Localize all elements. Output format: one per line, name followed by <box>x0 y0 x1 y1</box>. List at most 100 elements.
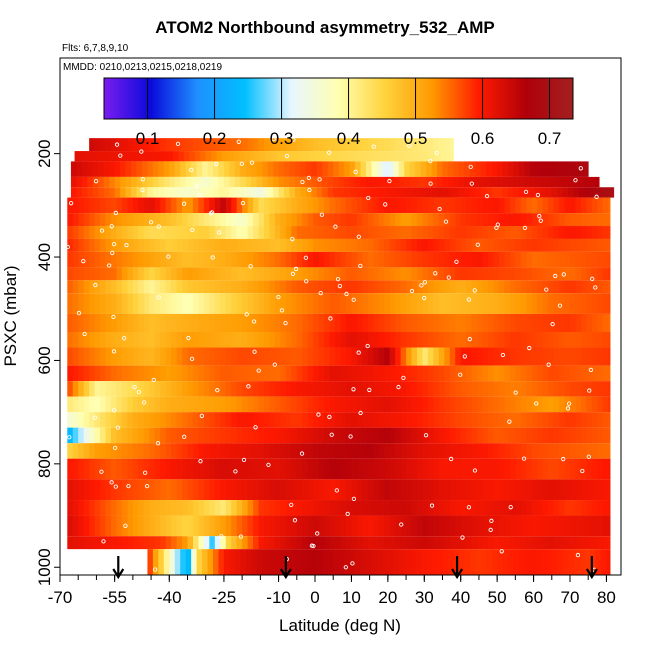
heatmap-cell <box>586 267 593 281</box>
heatmap-cell <box>515 412 522 428</box>
heatmap-cell <box>171 332 177 348</box>
heatmap-cell <box>214 267 221 281</box>
heatmap-cell <box>590 187 596 198</box>
heatmap-cell <box>345 412 352 428</box>
heatmap-cell <box>575 381 582 397</box>
heatmap-cell <box>460 500 467 516</box>
heatmap-cell <box>214 515 221 537</box>
heatmap-cell <box>100 197 106 214</box>
heatmap-cell <box>214 293 221 314</box>
heatmap-cell <box>160 238 167 252</box>
heatmap-cell <box>568 549 575 575</box>
heatmap-cell <box>192 267 199 281</box>
x-axis-label: Latitude (deg N) <box>279 616 401 635</box>
sample-dot <box>513 390 518 395</box>
heatmap-cell <box>340 332 347 348</box>
heatmap-cell <box>242 396 249 413</box>
heatmap-cell <box>438 347 445 366</box>
heatmap-cell <box>417 500 423 516</box>
heatmap-cell <box>280 427 287 444</box>
heatmap-cell <box>389 427 396 444</box>
heatmap-cell <box>608 365 611 382</box>
heatmap-cell <box>395 347 402 366</box>
heatmap-cell <box>427 226 434 239</box>
heatmap-cell <box>100 458 106 480</box>
heatmap-cell <box>362 213 369 227</box>
heatmap-cell <box>192 412 199 428</box>
heatmap-cell <box>557 176 564 188</box>
heatmap-cell <box>480 176 487 188</box>
heatmap-cell <box>531 412 538 428</box>
sample-dot <box>537 213 542 219</box>
heatmap-cell <box>280 267 287 281</box>
heatmap-cell <box>389 197 396 214</box>
heatmap-cell <box>477 347 483 366</box>
heatmap-cell <box>105 332 112 348</box>
heatmap-cell <box>608 381 611 397</box>
heatmap-cell <box>138 313 145 333</box>
heatmap-cell <box>89 280 96 294</box>
heatmap-cell <box>444 536 451 550</box>
heatmap-cell <box>509 412 516 428</box>
heatmap-cell <box>236 226 243 239</box>
heatmap-cell <box>395 293 402 314</box>
heatmap-cell <box>378 280 385 294</box>
heatmap-cell <box>400 515 407 537</box>
heatmap-cell <box>431 549 438 575</box>
heatmap-cell <box>537 197 544 214</box>
heatmap-cell <box>475 176 482 188</box>
heatmap-cell <box>531 365 538 382</box>
heatmap-cell <box>182 443 188 459</box>
heatmap-cell <box>602 267 609 281</box>
heatmap-cell <box>426 161 432 177</box>
heatmap-cell <box>409 549 416 575</box>
heatmap-cell <box>509 251 516 268</box>
sample-dot <box>522 225 528 231</box>
heatmap-cell <box>537 251 544 268</box>
heatmap-cell <box>285 267 292 281</box>
heatmap-cell <box>504 293 511 314</box>
heatmap-cell <box>220 238 227 252</box>
heatmap-cell <box>342 151 349 162</box>
heatmap-cell <box>171 427 177 444</box>
heatmap-cell <box>89 267 96 281</box>
heatmap-cell <box>358 151 365 162</box>
heatmap-cell <box>400 280 407 294</box>
heatmap-cell <box>404 176 411 188</box>
heatmap-cell <box>160 332 167 348</box>
heatmap-cell <box>568 187 575 198</box>
heatmap-cell <box>535 161 542 177</box>
heatmap-cell <box>89 332 96 348</box>
heatmap-cell <box>105 412 112 428</box>
heatmap-cell <box>548 213 555 227</box>
heatmap-cell <box>411 347 418 366</box>
heatmap-cell <box>553 427 560 444</box>
heatmap-cell <box>203 427 210 444</box>
heatmap-cell <box>151 151 157 162</box>
heatmap-cell <box>586 365 593 382</box>
heatmap-cell <box>367 515 374 537</box>
heatmap-cell <box>488 479 494 501</box>
heatmap-cell <box>449 427 456 444</box>
heatmap-cell <box>570 500 576 516</box>
heatmap-cell <box>356 347 363 366</box>
heatmap-cell <box>602 226 609 239</box>
heatmap-cell <box>559 197 565 214</box>
heatmap-cell <box>253 458 259 480</box>
heatmap-cell <box>291 500 298 516</box>
heatmap-cell <box>225 293 232 314</box>
heatmap-cell <box>356 197 363 214</box>
heatmap-cell <box>366 187 372 198</box>
heatmap-cell <box>519 549 525 575</box>
heatmap-cell <box>242 479 249 501</box>
x-tick-label: 80 <box>597 588 616 607</box>
heatmap-cell <box>580 267 587 281</box>
heatmap-cell <box>72 280 79 294</box>
heatmap-cell <box>83 500 90 516</box>
heatmap-cell <box>586 293 593 314</box>
heatmap-cell <box>225 443 232 459</box>
heatmap-cell <box>373 381 380 397</box>
heatmap-cell <box>591 412 598 428</box>
heatmap-cell <box>274 226 281 239</box>
